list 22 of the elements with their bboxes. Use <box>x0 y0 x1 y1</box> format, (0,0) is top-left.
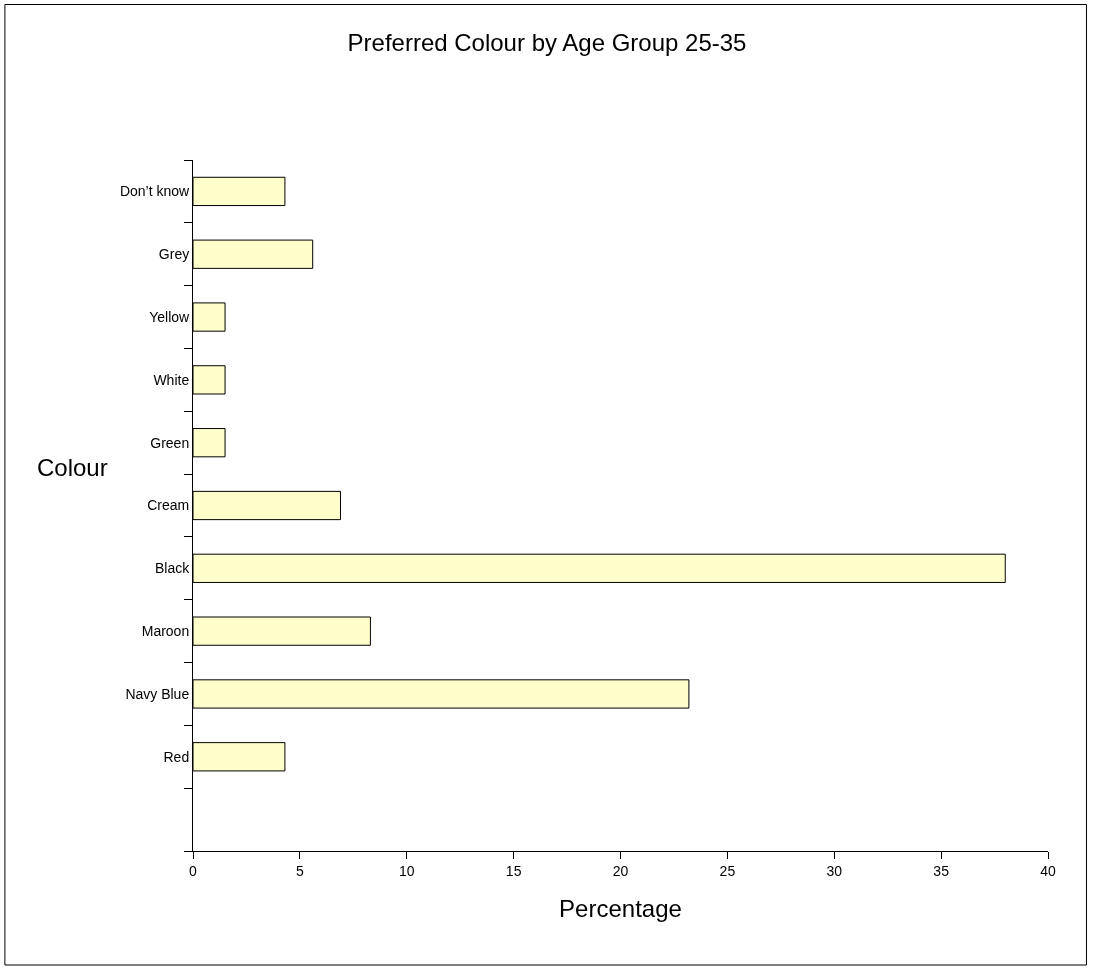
y-tick-label: Grey <box>158 246 190 263</box>
y-tick-label: Yellow <box>149 308 191 325</box>
x-tick-label: 25 <box>719 862 736 879</box>
x-tick-label: 15 <box>505 862 522 879</box>
x-tick-label: 20 <box>612 862 629 879</box>
x-tick-label: 10 <box>398 862 415 879</box>
x-axis-title: Percentage <box>559 895 682 923</box>
y-tick-label: Green <box>150 434 190 451</box>
y-tick-label: Black <box>154 560 191 577</box>
y-axis-title: Colour <box>37 454 108 481</box>
x-tick-label: 35 <box>933 862 950 879</box>
x-tick-label: 0 <box>189 862 198 879</box>
y-tick-label: Don’t know <box>119 183 191 200</box>
y-tick-label: Red <box>163 748 190 765</box>
y-tick-label: White <box>153 371 190 388</box>
x-tick-label: 5 <box>295 862 304 879</box>
y-tick-label: Navy Blue <box>125 685 190 702</box>
x-tick-label: 30 <box>826 862 843 879</box>
x-tick-label: 40 <box>1040 862 1056 879</box>
y-tick-label: Cream <box>147 497 190 514</box>
chart-title: Preferred Colour by Age Group 25-35 <box>347 28 747 56</box>
y-tick-label: Maroon <box>141 623 190 640</box>
